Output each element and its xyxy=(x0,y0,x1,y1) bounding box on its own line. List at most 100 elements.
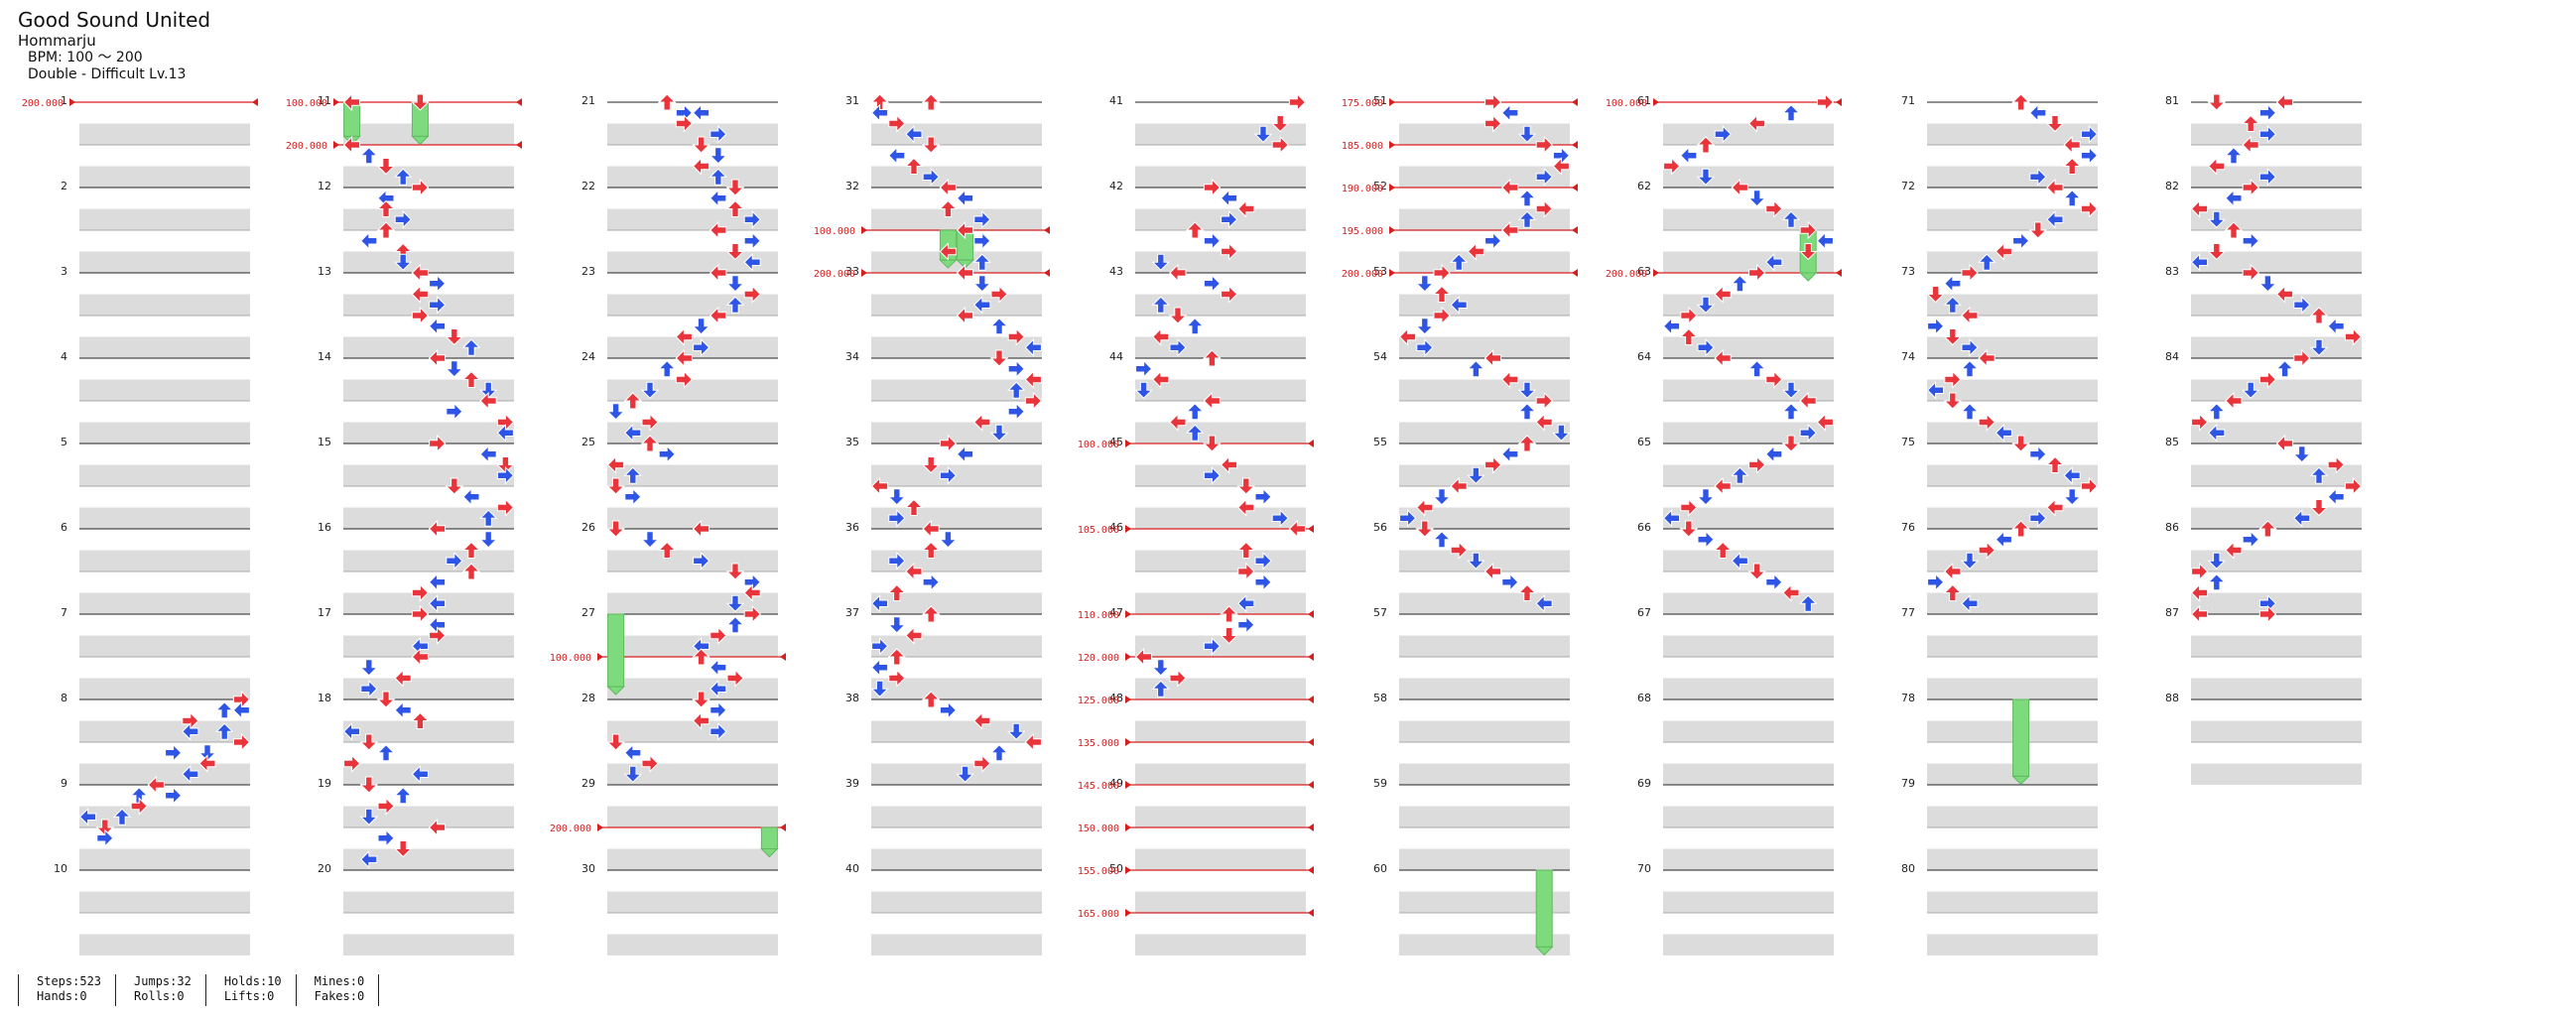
measure-number: 62 xyxy=(1637,180,1651,192)
arrow-down-icon xyxy=(921,136,941,154)
hold-tail xyxy=(1798,272,1818,282)
arrow-up-icon xyxy=(359,147,379,165)
bpm-range: BPM: 100 ～ 200 xyxy=(28,50,143,65)
arrow-left-icon xyxy=(2029,103,2047,122)
bpm-marker xyxy=(333,141,339,149)
beat-band xyxy=(1663,806,1834,827)
arrow-right-icon xyxy=(1237,615,1255,634)
arrow-left-icon xyxy=(1926,381,1945,400)
arrow-right-icon xyxy=(1927,572,1945,591)
measure-number: 36 xyxy=(845,521,859,534)
arrow-right-icon xyxy=(641,413,659,432)
arrow-right-icon xyxy=(1944,370,1962,389)
arrow-right-icon xyxy=(1535,168,1553,187)
bpm-change-value: 100.000 xyxy=(286,98,327,109)
arrow-down-icon xyxy=(1926,286,1945,304)
stats-group-steps: Steps:523 Hands:0 xyxy=(18,974,115,1006)
beat-band xyxy=(871,251,1042,273)
bpm-marker xyxy=(861,226,867,234)
beat-band xyxy=(1399,934,1570,955)
arrow-down-icon xyxy=(1467,552,1485,570)
measure-number: 75 xyxy=(1901,436,1915,448)
beat-band xyxy=(2191,720,2362,742)
arrow-left-icon xyxy=(1134,647,1153,667)
beat-band xyxy=(871,166,1042,188)
beat-band xyxy=(343,848,514,870)
arrow-right-icon xyxy=(1680,306,1698,325)
bpm-marker xyxy=(1125,610,1131,618)
arrow-down-icon xyxy=(692,318,710,335)
hold-body xyxy=(607,613,625,688)
measure-number: 70 xyxy=(1637,862,1651,875)
measure-number: 34 xyxy=(845,350,859,363)
beat-band xyxy=(343,635,514,657)
arrow-right-icon xyxy=(1203,466,1222,485)
hands-count: Hands:0 xyxy=(37,989,87,1003)
arrow-down-icon xyxy=(2309,499,2329,517)
arrow-left-icon xyxy=(360,850,378,869)
arrow-left-icon xyxy=(1024,338,1042,357)
measure-number: 48 xyxy=(1109,692,1123,704)
arrow-up-icon xyxy=(1185,318,1205,335)
beat-band xyxy=(2191,422,2362,444)
song-artist: Hommarju xyxy=(18,32,96,50)
arrow-left-icon xyxy=(692,157,710,176)
arrow-left-icon xyxy=(709,189,727,207)
measure-number: 83 xyxy=(2165,265,2179,278)
arrow-right-icon xyxy=(973,210,991,229)
beat-band xyxy=(79,336,250,358)
beat-band xyxy=(1135,166,1306,188)
beat-band xyxy=(607,720,778,742)
arrow-down-icon xyxy=(359,808,379,826)
arrow-left-icon xyxy=(870,658,889,677)
arrow-right-icon xyxy=(1535,391,1553,411)
stats-group-mines: Mines:0 Fakes:0 xyxy=(295,974,380,1006)
beat-band xyxy=(1663,891,1834,913)
beat-band xyxy=(1927,422,2098,444)
arrow-up-icon xyxy=(461,370,481,388)
bpm-change-value: 190.000 xyxy=(1342,184,1383,194)
bpm-change-value: 200.000 xyxy=(814,269,855,280)
arrow-right-icon xyxy=(973,754,991,773)
arrow-up-icon xyxy=(214,722,234,740)
arrow-up-icon xyxy=(1517,190,1537,207)
hold-tail xyxy=(760,848,779,858)
arrow-left-icon xyxy=(342,722,361,741)
measure-number: 53 xyxy=(1373,265,1387,278)
arrow-right-icon xyxy=(675,370,694,389)
beat-band xyxy=(1663,123,1834,145)
arrow-right-icon xyxy=(429,626,447,645)
arrow-left-icon xyxy=(1450,476,1468,496)
beat-band xyxy=(1663,934,1834,955)
beat-band xyxy=(79,934,250,955)
arrow-down-icon xyxy=(606,477,625,495)
arrow-up-icon xyxy=(376,744,396,762)
beat-band xyxy=(1135,592,1306,614)
arrow-down-icon xyxy=(1517,125,1537,143)
arrow-right-icon xyxy=(2242,178,2259,197)
bpm-marker xyxy=(1572,226,1578,234)
arrow-right-icon xyxy=(2029,168,2047,187)
bpm-marker xyxy=(1389,98,1395,106)
measure-number: 76 xyxy=(1901,521,1915,534)
arrow-down-icon xyxy=(2207,243,2227,261)
bpm-marker xyxy=(1044,269,1050,277)
arrow-up-icon xyxy=(921,541,941,559)
measure-number: 88 xyxy=(2165,692,2179,704)
beat-band xyxy=(2191,251,2362,273)
arrow-left-icon xyxy=(606,455,625,474)
measure-number: 78 xyxy=(1901,692,1915,704)
measure-number: 61 xyxy=(1637,94,1651,107)
arrow-right-icon xyxy=(2080,146,2099,165)
measure-number: 60 xyxy=(1373,862,1387,875)
measure-number: 64 xyxy=(1637,350,1651,363)
hold-tail xyxy=(2011,775,2030,786)
bpm-marker xyxy=(1653,98,1659,106)
arrow-up-icon xyxy=(939,199,958,217)
measure-number: 69 xyxy=(1637,777,1651,790)
arrow-right-icon xyxy=(693,338,710,357)
measure-number: 41 xyxy=(1109,94,1123,107)
arrow-down-icon xyxy=(1781,381,1801,399)
bpm-change-value: 100.000 xyxy=(1078,440,1119,450)
bpm-marker xyxy=(333,98,339,106)
